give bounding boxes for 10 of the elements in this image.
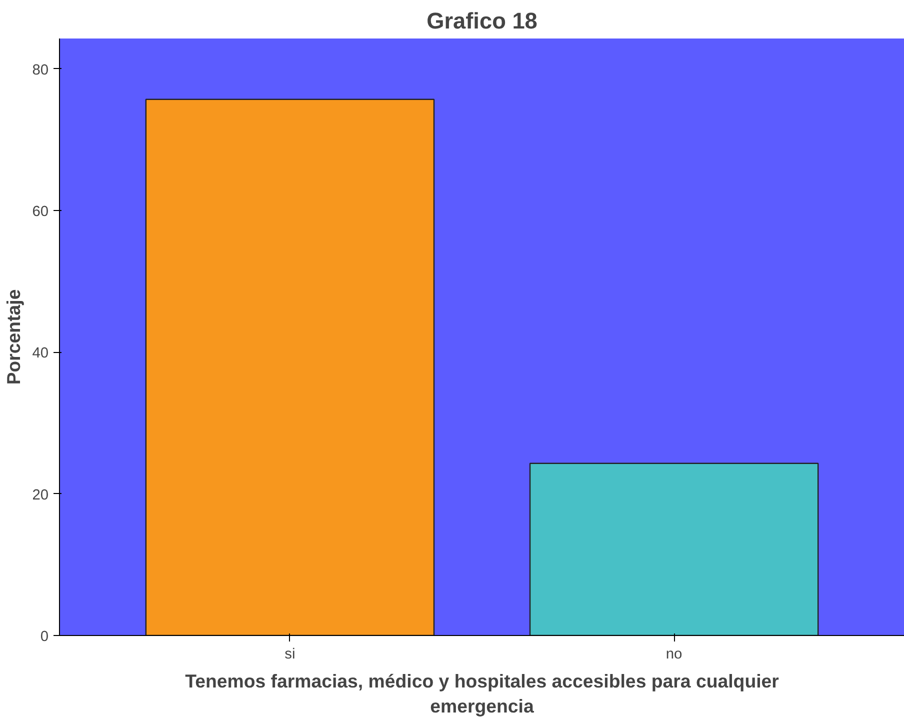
x-tick-label: si: [284, 646, 296, 662]
y-tick-label: 40: [32, 346, 49, 362]
y-axis-title: Porcentaje: [3, 289, 24, 385]
y-tick-label: 60: [32, 204, 49, 220]
y-tick-label: 80: [32, 62, 49, 78]
y-tick-label: 20: [32, 487, 49, 504]
chart-title: Grafico 18: [426, 8, 538, 34]
y-tick-label: 0: [40, 629, 49, 645]
x-axis-title: Tenemos farmacias, médico y hospitales accesibles para cualquier emergencia: [185, 670, 779, 717]
x-tick-label: no: [666, 646, 682, 662]
